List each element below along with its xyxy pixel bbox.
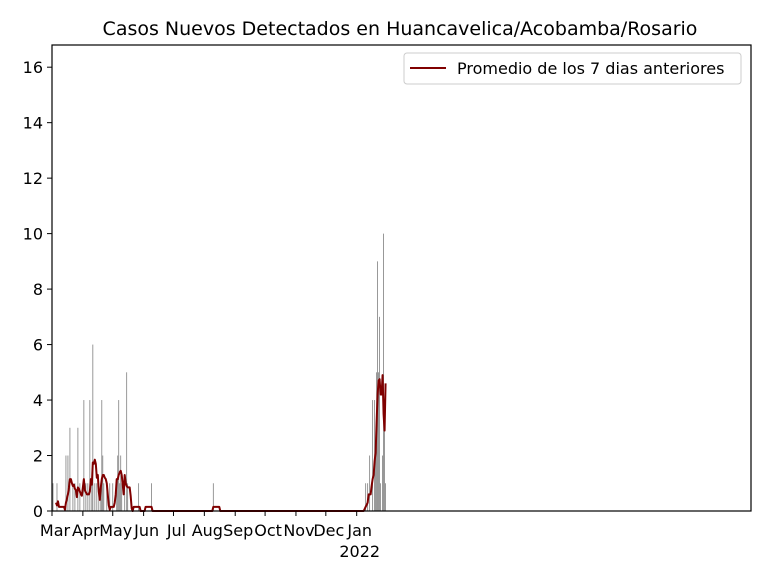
x-tick-label: Nov bbox=[283, 521, 314, 540]
bar bbox=[138, 483, 140, 511]
bar bbox=[79, 483, 81, 511]
bar bbox=[69, 427, 71, 511]
bar bbox=[369, 455, 371, 511]
bar bbox=[109, 483, 111, 511]
bar bbox=[378, 372, 379, 511]
bar bbox=[124, 483, 126, 511]
bar bbox=[56, 483, 58, 511]
y-tick-label: 8 bbox=[33, 280, 43, 299]
bar bbox=[119, 483, 121, 511]
bar bbox=[118, 400, 120, 511]
x-tick-label: Sep bbox=[223, 521, 253, 540]
x-tick-label: Jul bbox=[166, 521, 186, 540]
bar bbox=[87, 483, 89, 511]
x-tick-label: Apr bbox=[72, 521, 100, 540]
legend-box bbox=[403, 52, 742, 85]
bar bbox=[383, 233, 384, 511]
bar bbox=[91, 483, 93, 511]
bar bbox=[89, 400, 91, 511]
chart-title: Casos Nuevos Detectados en Huancavelica/… bbox=[103, 18, 698, 40]
bar bbox=[96, 483, 98, 511]
bar bbox=[116, 483, 118, 511]
bar bbox=[102, 455, 104, 511]
bar bbox=[65, 455, 67, 511]
bar bbox=[77, 427, 79, 511]
bar bbox=[52, 483, 54, 511]
bar bbox=[121, 483, 123, 511]
x-tick-label: Jan bbox=[346, 521, 372, 540]
x-tick-label: May bbox=[99, 521, 132, 540]
y-axis: 0 2 4 6 8 10 12 14 16 bbox=[23, 58, 52, 521]
bar bbox=[365, 483, 367, 511]
y-tick-label: 12 bbox=[23, 169, 43, 188]
y-tick-label: 10 bbox=[23, 225, 43, 244]
axes-frame bbox=[51, 44, 752, 512]
bar bbox=[112, 483, 114, 511]
average-line bbox=[55, 374, 387, 512]
bar bbox=[382, 455, 383, 511]
bar bbox=[379, 316, 380, 511]
bar bbox=[384, 427, 385, 511]
y-tick-label: 4 bbox=[33, 391, 43, 410]
bar bbox=[94, 483, 96, 511]
bar bbox=[126, 372, 128, 511]
x-tick-label: Mar bbox=[40, 521, 71, 540]
y-tick-label: 6 bbox=[33, 336, 43, 355]
y-tick-label: 0 bbox=[33, 502, 43, 521]
bar bbox=[120, 455, 122, 511]
x-tick-label: Oct bbox=[254, 521, 282, 540]
bar bbox=[106, 483, 108, 511]
bar bbox=[74, 483, 76, 511]
y-tick-label: 16 bbox=[23, 58, 43, 77]
bar bbox=[67, 455, 69, 511]
bar bbox=[127, 483, 129, 511]
x-tick-label: Dec bbox=[313, 521, 344, 540]
y-tick-label: 14 bbox=[23, 114, 43, 133]
bar bbox=[385, 483, 386, 511]
bar bbox=[85, 483, 87, 511]
plot-area bbox=[52, 233, 387, 512]
bar bbox=[92, 344, 94, 511]
bar bbox=[375, 455, 377, 511]
bar bbox=[380, 483, 381, 511]
bar bbox=[101, 400, 103, 511]
x-tick-year-label: 2022 bbox=[339, 542, 380, 561]
bar bbox=[72, 483, 74, 511]
y-tick-label: 2 bbox=[33, 447, 43, 466]
bar bbox=[151, 483, 152, 511]
x-tick-label: Aug bbox=[192, 521, 223, 540]
bar bbox=[103, 483, 105, 511]
bar bbox=[83, 400, 85, 511]
legend: Promedio de los 7 dias anteriores bbox=[403, 52, 742, 85]
bar bbox=[117, 455, 119, 511]
bar bbox=[212, 483, 214, 511]
bar bbox=[372, 400, 374, 511]
x-tick-label: Jun bbox=[133, 521, 159, 540]
legend-entry: Promedio de los 7 dias anteriores bbox=[457, 59, 724, 78]
